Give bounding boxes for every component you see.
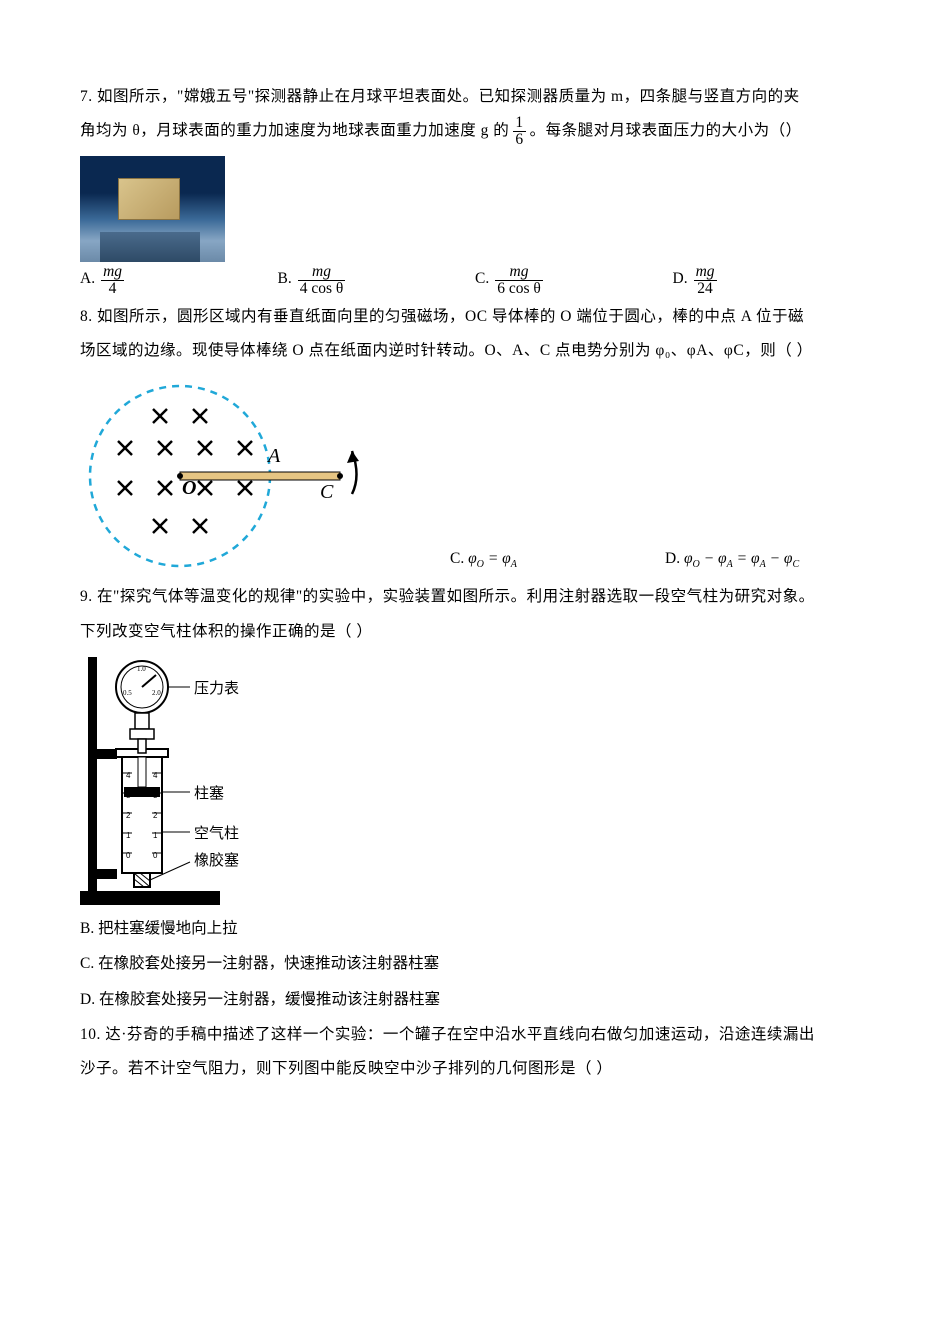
svg-text:3: 3 — [126, 791, 131, 800]
q8-opt-d: D. φO − φA = φA − φC — [665, 542, 880, 576]
q7-c-den: 6 cos θ — [495, 281, 543, 297]
svg-text:1.0: 1.0 — [137, 665, 146, 673]
svg-text:4: 4 — [153, 771, 158, 780]
q7-c-num: mg — [495, 264, 543, 281]
q9-label-piston: 柱塞 — [194, 784, 224, 802]
q8-text2: 场区域的边缘。现使导体棒绕 O 点在纸面内逆时针转动。O、A、C 点电势分别为 … — [80, 342, 813, 359]
q9-apparatus: 0.5 1.0 2.0 4 4 3 3 2 2 — [80, 657, 300, 907]
q9-line2: 下列改变空气柱体积的操作正确的是（ ） — [80, 615, 870, 649]
q8-label-A: A — [266, 445, 281, 467]
q7-lander-photo — [80, 156, 225, 262]
q7-d-den: 24 — [694, 281, 717, 297]
q7-opt-c-frac: mg 6 cos θ — [495, 264, 543, 296]
q9-opt-d: D. 在橡胶套处接另一注射器，缓慢推动该注射器柱塞 — [80, 982, 870, 1018]
q8-line1: 8. 如图所示，圆形区域内有垂直纸面向里的匀强磁场，OC 导体棒的 O 端位于圆… — [80, 300, 870, 334]
svg-text:0.5: 0.5 — [123, 689, 132, 697]
q10-text2: 沙子。若不计空气阻力，则下列图中能反映空中沙子排列的几何图形是（ ） — [80, 1060, 612, 1077]
svg-text:0: 0 — [153, 851, 158, 860]
q8-options-cd: C. φO = φA D. φO − φA = φA − φC — [450, 542, 880, 576]
q8-opt-d-label: D. — [665, 550, 680, 567]
q9-line1: 9. 在"探究气体等温变化的规律"的实验中，实验装置如图所示。利用注射器选取一段… — [80, 580, 870, 614]
q9-text1: 在"探究气体等温变化的规律"的实验中，实验装置如图所示。利用注射器选取一段空气柱… — [97, 588, 815, 605]
q7-text2b: 。每条腿对月球表面压力的大小为（） — [530, 114, 802, 148]
q7-b-num: mg — [298, 264, 346, 281]
q7-frac-den: 6 — [513, 132, 525, 148]
q9-label-gauge: 压力表 — [194, 680, 239, 697]
q7-opt-c-label: C. — [475, 262, 489, 296]
q8-label-C: C — [320, 481, 334, 503]
q7-frac-num: 1 — [513, 115, 525, 132]
q7-b-den: 4 cos θ — [298, 281, 346, 297]
svg-text:2: 2 — [126, 811, 131, 820]
q8-line2: 场区域的边缘。现使导体棒绕 O 点在纸面内逆时针转动。O、A、C 点电势分别为 … — [80, 334, 870, 368]
q7-opt-a-frac: mg 4 — [101, 264, 124, 296]
q7-opt-d-label: D. — [673, 262, 688, 296]
q9-text2: 下列改变空气柱体积的操作正确的是（ ） — [80, 623, 372, 640]
svg-text:1: 1 — [126, 831, 131, 840]
q9-opt-c: C. 在橡胶套处接另一注射器，快速推动该注射器柱塞 — [80, 946, 870, 982]
q7-opt-a-label: A. — [80, 262, 95, 296]
q7-text2a: 角均为 θ，月球表面的重力加速度为地球表面重力加速度 g 的 — [80, 114, 509, 148]
q7-a-den: 4 — [101, 281, 124, 297]
q9-label-air: 空气柱 — [194, 825, 239, 842]
svg-text:2.0: 2.0 — [152, 689, 161, 697]
q7-a-num: mg — [101, 264, 124, 281]
q8-opt-d-expr: φO − φA = φA − φC — [684, 550, 799, 567]
q8-number: 8. — [80, 308, 93, 325]
svg-text:2: 2 — [153, 811, 158, 820]
q7-small-frac: 1 6 — [513, 115, 525, 147]
svg-text:3: 3 — [153, 791, 158, 800]
q9-opt-b: B. 把柱塞缓慢地向上拉 — [80, 911, 870, 947]
q7-opt-b-frac: mg 4 cos θ — [298, 264, 346, 296]
q7-opt-a: A. mg 4 — [80, 262, 278, 296]
q7-text1: 如图所示，"嫦娥五号"探测器静止在月球平坦表面处。已知探测器质量为 m，四条腿与… — [97, 88, 800, 105]
page: 7. 如图所示，"嫦娥五号"探测器静止在月球平坦表面处。已知探测器质量为 m，四… — [0, 0, 950, 1166]
q8-text1: 如图所示，圆形区域内有垂直纸面向里的匀强磁场，OC 导体棒的 O 端位于圆心，棒… — [97, 308, 804, 325]
q10-line2: 沙子。若不计空气阻力，则下列图中能反映空中沙子排列的几何图形是（ ） — [80, 1052, 870, 1086]
q7-photo-box — [80, 156, 870, 262]
q10-text1: 达·芬奇的手稿中描述了这样一个实验：一个罐子在空中沿水平直线向右做匀加速运动，沿… — [105, 1026, 815, 1043]
q9-number: 9. — [80, 588, 93, 605]
q8-opt-c-expr: φO = φA — [468, 550, 517, 567]
q7-line1: 7. 如图所示，"嫦娥五号"探测器静止在月球平坦表面处。已知探测器质量为 m，四… — [80, 80, 870, 114]
q8-figure-row: O A C C. φO = φA D. φO − φA = φA − φC — [80, 376, 870, 576]
q8-label-O: O — [182, 477, 196, 499]
q9-options-list: B. 把柱塞缓慢地向上拉 C. 在橡胶套处接另一注射器，快速推动该注射器柱塞 D… — [80, 911, 870, 1018]
svg-text:1: 1 — [153, 831, 158, 840]
q7-d-num: mg — [694, 264, 717, 281]
q9-label-rubber: 橡胶塞 — [194, 851, 239, 869]
q7-number: 7. — [80, 88, 93, 105]
q8-opt-c-label: C. — [450, 550, 464, 567]
q10-line1: 10. 达·芬奇的手稿中描述了这样一个实验：一个罐子在空中沿水平直线向右做匀加速… — [80, 1018, 870, 1052]
svg-text:0: 0 — [126, 851, 131, 860]
svg-text:4: 4 — [126, 771, 131, 780]
q10-number: 10. — [80, 1026, 101, 1043]
q7-opt-d-frac: mg 24 — [694, 264, 717, 296]
q7-opt-d: D. mg 24 — [673, 262, 871, 296]
q7-opt-b-label: B. — [278, 262, 292, 296]
q7-opt-c: C. mg 6 cos θ — [475, 262, 673, 296]
q7-opt-b: B. mg 4 cos θ — [278, 262, 476, 296]
q8-diagram: O A C — [80, 376, 370, 576]
q9-diagram-box: 0.5 1.0 2.0 4 4 3 3 2 2 — [80, 657, 870, 907]
q8-opt-c: C. φO = φA — [450, 542, 665, 576]
q8-crosses — [118, 409, 252, 533]
q7-options: A. mg 4 B. mg 4 cos θ C. mg 6 cos θ D. m… — [80, 262, 870, 296]
q7-line2: 角均为 θ，月球表面的重力加速度为地球表面重力加速度 g 的 1 6 。每条腿对… — [80, 114, 870, 148]
